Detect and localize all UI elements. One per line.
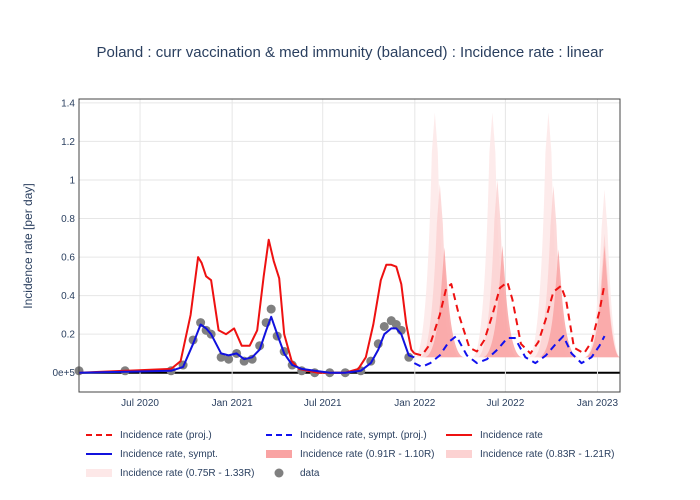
- band-shape: [538, 249, 579, 358]
- data-point: [224, 354, 234, 364]
- series-line-proj: [414, 281, 606, 357]
- x-tick-label: Jan 2022: [394, 398, 436, 409]
- chart-title: Poland : curr vaccination & med immunity…: [96, 44, 604, 61]
- series-line-incidence: [78, 238, 416, 374]
- series-line-sympt-proj: [413, 335, 606, 368]
- x-tick-label: Jul 2022: [486, 398, 524, 409]
- data-point: [266, 304, 276, 314]
- legend-item-band-91[interactable]: Incidence rate (0.91R - 1.10R): [264, 447, 435, 461]
- legend-swatch-data: [274, 468, 284, 478]
- x-tick-label: Jan 2023: [577, 398, 619, 409]
- legend-item-incidence[interactable]: Incidence rate: [444, 428, 543, 442]
- y-tick-label: 0.6: [61, 253, 75, 264]
- y-tick-label: 0e+5: [52, 368, 75, 379]
- legend-swatch-sympt: [86, 453, 112, 455]
- band-shape: [482, 245, 523, 358]
- legend-label-band-83: Incidence rate (0.83R - 1.21R): [480, 448, 615, 460]
- legend-label-band-91: Incidence rate (0.91R - 1.10R): [300, 448, 435, 460]
- band-shape: [477, 179, 518, 358]
- legend-item-sympt[interactable]: Incidence rate, sympt.: [84, 447, 218, 461]
- legend-swatch-proj: [86, 434, 112, 436]
- legend-item-band-75[interactable]: Incidence rate (0.75R - 1.33R): [84, 466, 255, 480]
- legend-item-data[interactable]: data: [264, 466, 319, 480]
- band-shape: [419, 183, 460, 358]
- band-shape: [424, 247, 465, 358]
- legend-item-band-83[interactable]: Incidence rate (0.83R - 1.21R): [444, 447, 615, 461]
- band-shape: [472, 112, 513, 358]
- data-point: [404, 352, 414, 362]
- legend-swatch-band-75: [86, 469, 112, 477]
- legend-item-sympt-proj[interactable]: Incidence rate, sympt. (proj.): [264, 428, 427, 442]
- tick-layer: 0e+5 0.2 0.4 0.6 0.8 1 1.2 1.4 Jul 2020 Jan 2021 J…: [52, 98, 618, 409]
- plot-frame: [78, 98, 621, 393]
- band-shape: [533, 185, 574, 358]
- y-tick-label: 0.4: [61, 291, 75, 302]
- line-layer: [78, 238, 606, 374]
- legend-item-proj[interactable]: Incidence rate (proj.): [84, 428, 212, 442]
- legend-label-data: data: [300, 467, 320, 479]
- legend-swatch-sympt-proj: [266, 434, 292, 436]
- x-tick-label: Jan 2021: [212, 398, 254, 409]
- y-tick-label: 0.2: [61, 330, 75, 341]
- legend-label-sympt-proj: Incidence rate, sympt. (proj.): [300, 429, 427, 441]
- data-point: [216, 352, 226, 362]
- x-tick-label: Jul 2021: [304, 398, 342, 409]
- data-point-layer: [74, 304, 414, 378]
- legend-label-proj: Incidence rate (proj.): [120, 429, 212, 441]
- legend-swatch-band-83: [446, 450, 472, 458]
- band-shape: [414, 112, 455, 358]
- y-tick-label: 1.2: [61, 137, 75, 148]
- data-point: [379, 321, 389, 331]
- legend-swatch-band-91: [266, 450, 292, 458]
- series-line-sympt: [78, 315, 415, 374]
- legend-label-incidence: Incidence rate: [480, 429, 543, 441]
- y-tick-label: 1.4: [61, 98, 75, 109]
- y-tick-label: 1: [69, 175, 75, 186]
- legend-label-band-75: Incidence rate (0.75R - 1.33R): [120, 467, 255, 479]
- data-point: [196, 318, 206, 328]
- y-axis-label: Incidence rate [per day]: [21, 183, 35, 308]
- x-tick-label: Jul 2020: [121, 398, 159, 409]
- band-shape: [528, 112, 569, 358]
- y-tick-label: 0.8: [61, 214, 75, 225]
- legend-label-sympt: Incidence rate, sympt.: [120, 448, 218, 460]
- legend-swatch-incidence: [446, 434, 472, 436]
